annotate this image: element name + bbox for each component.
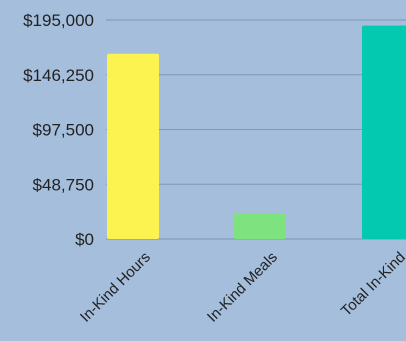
x-category-label: In-Kind Hours xyxy=(77,249,154,326)
bar xyxy=(362,25,406,239)
bars xyxy=(107,25,406,239)
x-category-label: Total In-Kind xyxy=(338,249,406,320)
bar xyxy=(107,53,159,239)
x-category-label: In-Kind Meals xyxy=(204,249,281,326)
y-tick-label: $146,250 xyxy=(23,66,94,85)
y-tick-label: $97,500 xyxy=(33,121,94,140)
y-axis: $0 $48,750 $97,500 $146,250 $195,000 xyxy=(23,11,94,249)
y-tick-label: $0 xyxy=(75,230,94,249)
y-tick-label: $195,000 xyxy=(23,11,94,30)
bar xyxy=(234,213,286,239)
x-axis: In-Kind Hours In-Kind Meals Total In-Kind xyxy=(77,249,406,326)
y-tick-label: $48,750 xyxy=(33,175,94,194)
